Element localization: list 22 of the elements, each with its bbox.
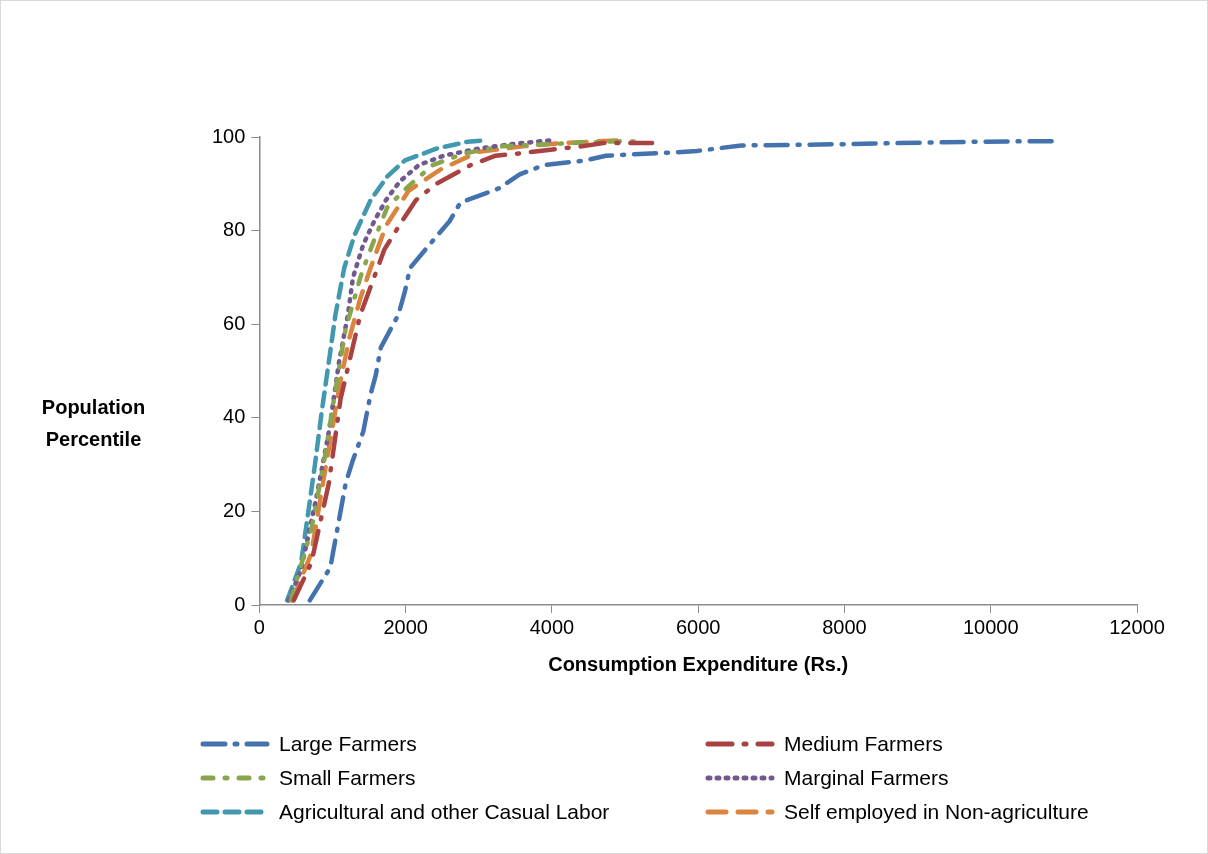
x-tick-label: 8000 — [822, 615, 867, 638]
legend-label: Self employed in Non-agriculture — [784, 800, 1089, 824]
line-series — [286, 138, 554, 603]
legend-label: Small Farmers — [279, 766, 416, 790]
x-tick-label: 2000 — [383, 615, 428, 638]
y-tick-label: 0 — [234, 592, 246, 615]
x-axis-title: Consumption Expenditure (Rs.) — [548, 652, 849, 675]
y-tick-label: 80 — [223, 218, 246, 241]
legend-label: Large Farmers — [279, 732, 417, 756]
legend-label: Medium Farmers — [784, 732, 943, 756]
y-tick-label: 60 — [223, 311, 246, 334]
x-tick-label: 6000 — [675, 615, 721, 638]
x-tick-label: 12000 — [1109, 615, 1165, 638]
x-tick-label: 0 — [253, 615, 265, 638]
y-tick-label: 100 — [211, 124, 246, 147]
legend-label: Agricultural and other Casual Labor — [279, 800, 610, 824]
x-tick-label: 4000 — [529, 615, 575, 638]
x-tick-label: 10000 — [962, 615, 1019, 638]
y-tick-label: 40 — [223, 405, 246, 428]
y-tick-label: 20 — [223, 498, 246, 521]
legend-label: Marginal Farmers — [784, 766, 949, 790]
y-axis-title: Population Percentile — [40, 395, 147, 452]
